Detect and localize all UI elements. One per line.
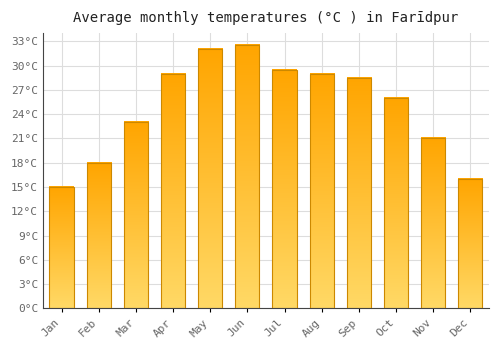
Bar (458, 179, 482, 308)
Bar (384, 98, 408, 308)
Bar (161, 74, 185, 308)
Bar (198, 49, 222, 308)
Bar (50, 187, 74, 308)
Bar (86, 163, 111, 308)
Bar (421, 139, 445, 308)
Bar (272, 70, 296, 308)
Bar (310, 74, 334, 308)
Bar (236, 46, 260, 308)
Bar (124, 122, 148, 308)
Title: Average monthly temperatures (°C ) in Farīdpur: Average monthly temperatures (°C ) in Fa… (74, 11, 458, 25)
Bar (347, 78, 371, 308)
